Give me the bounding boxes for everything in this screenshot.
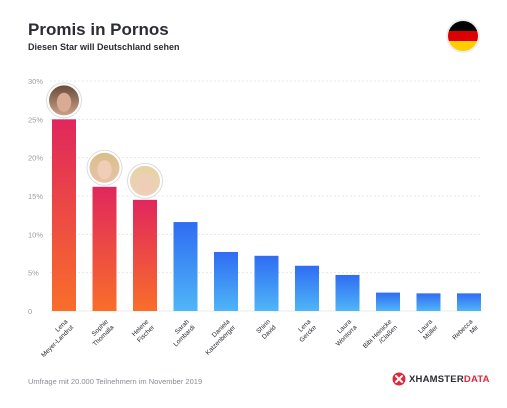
bar: [214, 251, 238, 311]
y-tick-label: 30%: [28, 77, 43, 86]
x-category-label: SarahLombardi: [167, 318, 197, 348]
bar: [254, 255, 279, 311]
bar: [133, 199, 157, 311]
xhamster-logo-icon: [392, 372, 406, 386]
y-tick-label: 0: [28, 307, 32, 316]
avatar-photo: [46, 82, 82, 119]
y-tick-label: 15%: [28, 192, 43, 201]
bar: [335, 274, 360, 311]
footer-note: Umfrage mit 20.000 Teilnehmern im Novemb…: [28, 377, 203, 386]
x-category-label: SophieThomalla: [86, 318, 116, 348]
flag-stripe-black: [448, 21, 478, 31]
brand-name: XHAMSTER: [409, 373, 464, 385]
avatar-photo: [86, 149, 123, 186]
y-tick-label: 10%: [28, 230, 43, 239]
germany-flag-icon: [448, 21, 478, 51]
bar: [173, 222, 198, 311]
brand-suffix: DATA: [463, 373, 490, 385]
bar: [457, 293, 481, 311]
x-category-label: LauraWontorra: [329, 318, 359, 348]
avatar-photo: [127, 162, 163, 199]
y-tick-label: 5%: [28, 269, 39, 278]
x-category-label: ShirinDavid: [255, 318, 278, 341]
chart-title: Promis in Pornos: [28, 20, 169, 39]
x-category-label: LenaGercke: [293, 318, 319, 344]
brand-logo: XHAMSTER DATA: [392, 372, 490, 386]
y-tick-label: 20%: [28, 154, 43, 163]
x-category-label: Bibi Heinicke/Claßen: [362, 318, 399, 355]
x-category-label: RebeccaMir: [451, 318, 480, 347]
bar: [295, 265, 319, 311]
bar: [52, 119, 76, 311]
flag-stripe-red: [448, 31, 478, 41]
flag-stripe-gold: [448, 41, 478, 51]
bar: [376, 292, 400, 311]
x-category-label: LauraMüller: [416, 318, 440, 342]
chart-subtitle: Diesen Star will Deutschland sehen: [28, 42, 180, 52]
bar: [416, 293, 441, 311]
y-tick-label: 25%: [28, 115, 43, 124]
x-category-label: LenaMeyer-Landrut: [35, 318, 76, 359]
x-category-label: DanielaKatzenberger: [199, 318, 238, 357]
bar: [92, 186, 117, 311]
x-category-label: HeleneFischer: [130, 318, 156, 344]
